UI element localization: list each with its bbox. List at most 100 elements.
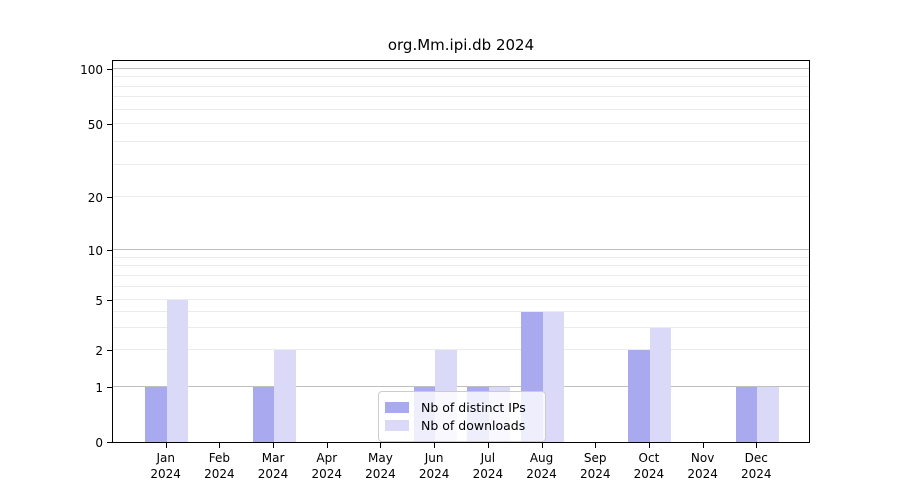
x-tick-label: Apr 2024 — [291, 450, 363, 482]
chart-title: org.Mm.ipi.db 2024 — [387, 36, 535, 54]
y-tick-mark — [107, 442, 112, 443]
y-gridline — [113, 256, 809, 258]
x-tick-label: Feb 2024 — [183, 450, 255, 482]
x-tick-month: Jul — [480, 451, 496, 465]
x-tick-year: 2024 — [365, 467, 396, 481]
y-gridline — [113, 349, 809, 350]
x-tick-mark — [165, 443, 167, 448]
y-tick-label: 100 — [80, 63, 103, 77]
y-tick-label: 2 — [95, 344, 103, 358]
x-tick-mark — [326, 443, 328, 448]
x-tick-year: 2024 — [687, 467, 718, 481]
y-gridline — [113, 163, 809, 165]
x-tick-month: Oct — [638, 451, 660, 465]
y-tick-mark — [107, 197, 112, 198]
y-tick-label: 20 — [87, 191, 103, 205]
x-tick-mark — [487, 443, 489, 448]
x-tick-mark — [595, 443, 597, 448]
legend: Nb of distinct IPs Nb of downloads — [378, 391, 546, 442]
legend-swatch-downloads — [385, 420, 409, 431]
y-tick-label: 10 — [87, 244, 103, 258]
legend-item-distinct-ips: Nb of distinct IPs — [385, 399, 537, 416]
x-tick-month: May — [368, 451, 393, 465]
y-tick-label: 1 — [95, 381, 103, 395]
x-tick-year: 2024 — [418, 467, 450, 481]
x-tick-year: 2024 — [257, 467, 289, 481]
y-gridline — [113, 140, 809, 142]
x-tick-year: 2024 — [204, 467, 235, 481]
x-tick-mark — [756, 443, 758, 448]
x-tick-mark — [273, 443, 275, 448]
legend-label-downloads: Nb of downloads — [421, 417, 526, 433]
x-tick-month: Feb — [208, 451, 230, 465]
x-tick-month: Sep — [583, 451, 607, 465]
x-tick-label: Oct 2024 — [613, 450, 685, 482]
y-gridline — [113, 299, 809, 300]
y-gridline — [113, 326, 809, 328]
x-tick-year: 2024 — [579, 467, 611, 481]
y-tick-mark — [107, 69, 112, 70]
bar-downloads — [757, 387, 779, 442]
x-tick-label: Nov 2024 — [667, 450, 739, 482]
y-tick-mark — [107, 250, 112, 251]
x-tick-year: 2024 — [526, 467, 557, 481]
x-tick-label: May 2024 — [344, 450, 416, 482]
y-gridline — [113, 68, 809, 69]
y-tick-label: 0 — [95, 436, 103, 450]
y-gridline — [113, 96, 809, 98]
bar-distinct-ips — [252, 387, 275, 442]
x-tick-label: Jul 2024 — [452, 450, 524, 482]
y-tick-mark — [107, 300, 112, 301]
x-tick-month: Mar — [261, 451, 285, 465]
x-tick-label: Dec 2024 — [720, 450, 792, 482]
x-tick-year: 2024 — [311, 467, 343, 481]
x-tick-label: Mar 2024 — [237, 450, 309, 482]
bar-distinct-ips — [735, 387, 758, 442]
y-gridline — [113, 196, 809, 197]
y-gridline — [113, 123, 809, 124]
x-tick-month: Nov — [690, 451, 715, 465]
plot-area — [112, 60, 810, 443]
y-tick-label: 5 — [95, 294, 103, 308]
x-tick-label: Sep 2024 — [559, 450, 631, 482]
y-gridline — [113, 249, 809, 250]
x-tick-mark — [702, 443, 704, 448]
y-tick-mark — [107, 350, 112, 351]
x-tick-month: Apr — [316, 451, 338, 465]
x-tick-year: 2024 — [741, 467, 772, 481]
y-tick-mark — [107, 124, 112, 125]
y-tick-mark — [107, 387, 112, 388]
y-gridline — [113, 274, 809, 276]
y-gridline — [113, 265, 809, 267]
x-tick-year: 2024 — [633, 467, 665, 481]
x-tick-month: Jan — [156, 451, 175, 465]
bar-downloads — [649, 327, 672, 442]
y-gridline — [113, 386, 809, 387]
x-tick-year: 2024 — [150, 467, 181, 481]
bar-downloads — [274, 350, 296, 442]
y-gridline — [113, 85, 809, 87]
legend-swatch-distinct-ips — [385, 402, 409, 413]
x-tick-label: Aug 2024 — [506, 450, 578, 482]
x-tick-mark — [648, 443, 650, 448]
y-gridline — [113, 285, 809, 287]
x-tick-month: Dec — [744, 451, 768, 465]
legend-label-distinct-ips: Nb of distinct IPs — [421, 399, 526, 415]
x-tick-mark — [434, 443, 436, 448]
legend-item-downloads: Nb of downloads — [385, 417, 537, 434]
y-gridline — [113, 76, 809, 78]
bar-downloads — [166, 300, 189, 442]
x-tick-year: 2024 — [472, 467, 504, 481]
x-tick-mark — [380, 443, 382, 448]
x-tick-mark — [541, 443, 543, 448]
x-tick-month: Jun — [424, 451, 444, 465]
bar-distinct-ips — [145, 387, 167, 442]
x-tick-month: Aug — [529, 451, 554, 465]
bar-downloads — [542, 312, 565, 442]
x-tick-label: Jan 2024 — [130, 450, 202, 482]
y-gridline — [113, 311, 809, 313]
x-tick-mark — [219, 443, 221, 448]
y-gridline — [113, 108, 809, 110]
y-tick-label: 50 — [87, 118, 103, 132]
